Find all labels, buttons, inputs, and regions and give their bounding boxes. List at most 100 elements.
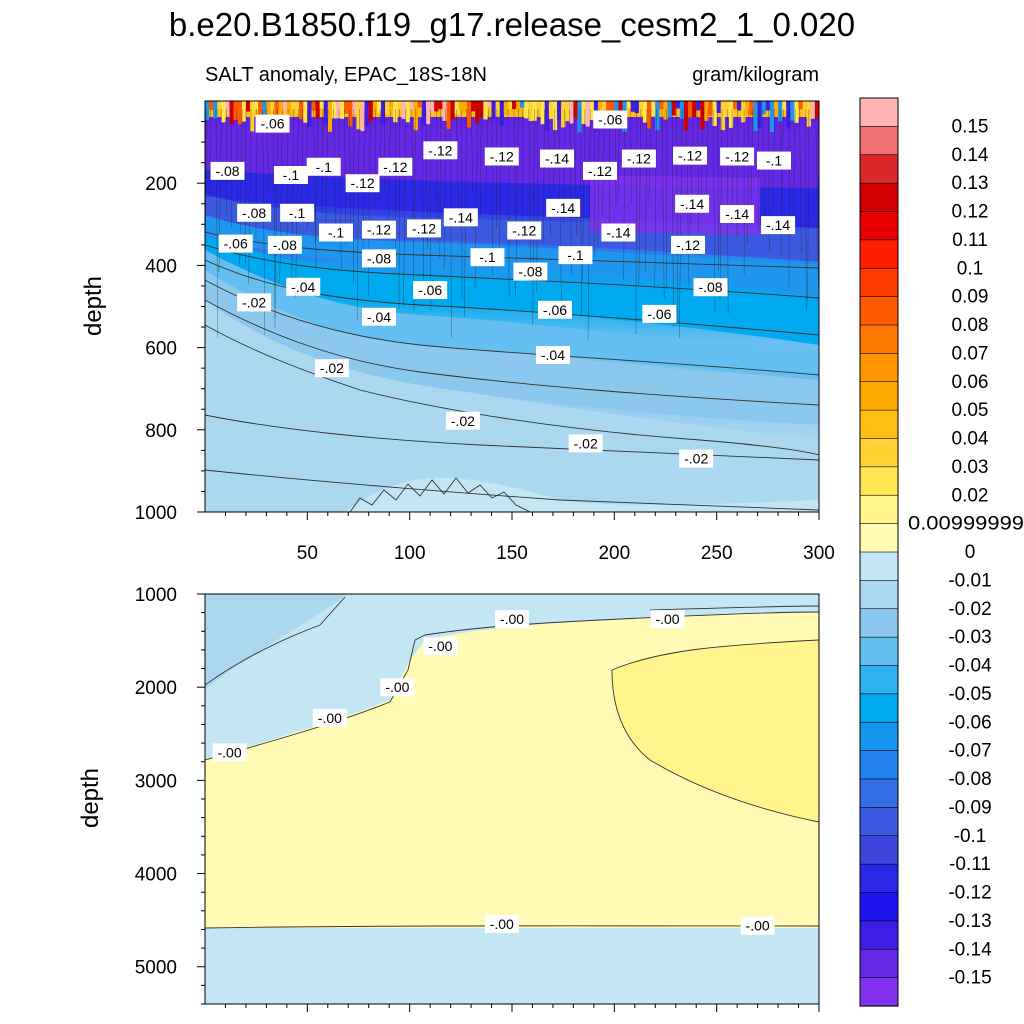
contour-label-text: -.00 <box>318 710 342 726</box>
surface-noise-cell <box>274 101 279 119</box>
surface-noise-cell <box>585 101 590 127</box>
contour-label-text: -.00 <box>217 744 241 760</box>
contour-label: -.1 <box>756 151 791 170</box>
contour-label: -.12 <box>671 235 706 254</box>
contour-label-text: -.04 <box>367 309 391 325</box>
upper-panel: depth 50 100 150 200 250 300 200 400 600 800 1000… <box>80 100 835 564</box>
surface-noise-cell <box>708 101 713 116</box>
colorbar-label: -0.02 <box>948 599 991 620</box>
surface-noise-cell <box>225 101 230 115</box>
colorbar-swatch <box>859 580 899 610</box>
surface-noise-cell <box>753 101 758 131</box>
colorbar-label: -0.07 <box>948 741 991 762</box>
contour-streak <box>661 108 665 298</box>
surface-noise-cell <box>503 101 509 114</box>
colorbar-swatch <box>859 693 899 723</box>
surface-noise-cell <box>360 101 365 132</box>
contour-streak <box>513 108 517 237</box>
colorbar-swatch <box>859 750 899 780</box>
contour-label: -.12 <box>406 219 441 238</box>
surface-noise-cell <box>217 101 222 110</box>
colorbar-label: 0.14 <box>952 145 989 166</box>
colorbar-swatch <box>859 551 899 581</box>
surface-noise-cell <box>692 101 697 118</box>
lower-y-tick-label: 5000 <box>135 958 177 979</box>
contour-label: -.12 <box>484 147 519 166</box>
contour-label: -.08 <box>693 278 728 297</box>
contour-label: -.08 <box>361 249 396 268</box>
contour-streak <box>815 108 819 287</box>
contour-label: -.08 <box>267 235 302 254</box>
colorbar-swatch <box>859 126 899 156</box>
colorbar-label: -0.03 <box>948 627 991 648</box>
surface-noise-cell <box>557 101 562 120</box>
surface-noise-cell <box>340 101 345 119</box>
contour-label-text: -.02 <box>320 360 344 376</box>
surface-noise-cell <box>319 101 324 109</box>
surface-noise-cell <box>618 101 623 116</box>
contour-streak <box>498 108 503 266</box>
contour-streak <box>645 108 648 271</box>
surface-noise-cell <box>507 101 513 110</box>
upper-ylabel: depth <box>80 276 107 336</box>
surface-noise-cell <box>667 101 672 118</box>
surface-noise-cell <box>290 101 296 110</box>
contour-label-text: -.12 <box>367 222 391 238</box>
contour-label-text: -.1 <box>316 159 333 175</box>
surface-noise-cell <box>295 101 300 114</box>
contour-label-text: -.02 <box>451 413 475 429</box>
surface-noise-cell <box>327 101 332 132</box>
units-subtitle: gram/kilogram <box>692 64 819 86</box>
contour-label-text: -.12 <box>627 151 651 167</box>
contour-streak <box>209 108 211 199</box>
contour-label-text: -.06 <box>418 282 442 298</box>
colorbar-label: 0.04 <box>952 429 989 450</box>
surface-noise-cell <box>728 101 734 128</box>
contour-streak <box>274 108 279 329</box>
contour-streak <box>593 108 596 258</box>
surface-noise-cell <box>233 101 238 120</box>
contour-label: -.04 <box>535 345 570 364</box>
surface-noise-cell <box>679 101 685 119</box>
contour-label: -.12 <box>583 161 618 180</box>
contour-streak <box>215 108 219 338</box>
surface-noise-cell <box>491 101 496 119</box>
contour-streak <box>717 108 719 272</box>
contour-label: -.1 <box>318 223 353 242</box>
surface-noise-cell <box>659 101 664 110</box>
surface-noise-cell <box>434 101 439 112</box>
contour-label-text: -.00 <box>746 918 770 934</box>
contour-label-text: -.1 <box>283 167 300 183</box>
colorbar-swatch <box>859 267 899 298</box>
contour-label: -.14 <box>720 205 755 224</box>
colorbar-label: 0.15 <box>952 116 989 137</box>
surface-noise-cell <box>409 101 414 111</box>
surface-noise-cell <box>376 101 382 113</box>
surface-noise-cell <box>573 101 578 119</box>
colorbar-swatch <box>859 977 899 1007</box>
contour-label-text: -.04 <box>541 347 565 363</box>
contour-streak <box>479 108 482 219</box>
contour-label: -.1 <box>558 246 593 265</box>
contour-label-text: -.08 <box>242 205 266 221</box>
contour-label: -.06 <box>642 304 677 323</box>
contour-label-text: -.04 <box>291 279 315 295</box>
colorbar-swatch <box>859 438 899 468</box>
surface-noise-cell <box>458 101 463 109</box>
upper-x-tick-label: 100 <box>394 543 426 564</box>
contour-streak <box>455 108 460 228</box>
surface-noise-cell <box>597 101 603 109</box>
surface-noise-cell <box>438 101 443 110</box>
contour-streak <box>344 108 347 245</box>
surface-noise-cell <box>663 101 668 120</box>
contour-label-text: -.08 <box>273 237 297 253</box>
surface-noise-cell <box>385 101 390 114</box>
surface-noise-cell <box>405 101 410 123</box>
surface-noise-cell <box>700 101 705 130</box>
colorbar-swatch <box>859 353 899 383</box>
colorbar-label: 0.09 <box>952 287 989 308</box>
surface-noise-cell <box>688 101 693 118</box>
contour-label: -.00 <box>495 610 529 629</box>
surface-noise-cell <box>528 101 533 122</box>
